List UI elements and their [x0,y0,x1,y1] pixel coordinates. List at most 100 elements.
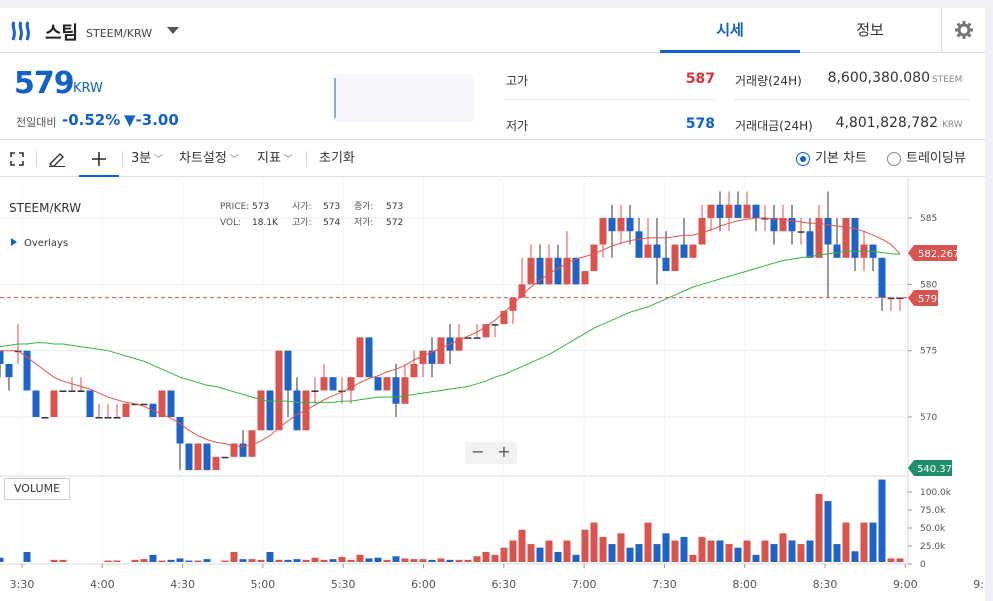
volume-bar [788,540,796,562]
tab-info[interactable]: 정보 [856,21,884,39]
volume-bar [284,559,292,562]
candle-body [635,231,643,258]
volume-bar [230,551,238,562]
x-tick-label: 6:00 [411,578,436,591]
legend-vol-label: VOL: [220,218,241,228]
tab-price[interactable]: 시세 [660,8,800,53]
basic-chart-radio[interactable] [796,152,810,166]
candle-body [203,443,211,471]
candle-body [14,350,22,353]
chart-canvas[interactable]: 585 580 575 570 100.0k 75.0k 50.0k 25.0k 0 3:30 4… [0,178,985,601]
header: 스팀 STEEM/KRW 시세 정보 [0,8,985,53]
volume-bar [302,559,310,562]
x-tick-label: 4:30 [170,578,195,591]
crosshair-button[interactable] [79,141,119,177]
chevron-down-icon[interactable] [167,27,179,34]
candle-body [284,350,292,391]
triangle-right-icon[interactable] [11,238,17,246]
volume-bar [221,560,229,562]
y-tick-label: 575 [920,347,937,357]
volume-bar [356,554,364,562]
volume-bar [320,559,328,562]
divider [734,99,970,100]
candle-body [293,390,301,431]
zoom-controls: − + [465,442,517,464]
candle-body [419,350,427,364]
vol-tick-label: 50.0k [920,524,946,534]
vol-tick-label: 75.0k [920,506,946,516]
volume-bar [419,559,427,562]
volume-bar [815,493,823,562]
coin-name[interactable]: 스팀 [45,23,79,44]
candle-body [725,204,733,218]
volume-bar [716,540,724,562]
reset-button[interactable]: 초기화 [319,151,355,166]
current-price: 579 [14,66,75,101]
volume-bar [392,556,400,562]
candle-body [221,456,229,459]
candle-body [329,377,337,391]
low-label: 저가 [506,119,529,133]
legend-overlays[interactable]: Overlays [24,238,68,249]
volume-bar [563,540,571,562]
ma-fast-tag: 582.267 [908,245,959,261]
current-price-tag: 579 [908,290,938,306]
volume-bar [455,559,463,562]
candle-body [662,257,670,272]
change-label: 전일대비 [16,116,57,129]
change-value: ▼-3.00 [124,111,179,129]
price-unit: KRW [73,81,103,96]
x-tick-label: 8:00 [732,578,757,591]
volume-bar [59,559,67,562]
candle-body [626,218,634,232]
ma-slow-tag: 540.37 [908,460,952,476]
candle-body [176,417,184,444]
settings-button[interactable] [941,8,985,53]
candle-body [77,390,85,392]
legend-pair: STEEM/KRW [9,201,81,215]
volume-bar [248,559,256,562]
price-chart[interactable]: 585 580 575 570 100.0k 75.0k 50.0k 25.0k 0 3:30 4… [0,178,985,601]
volume-button[interactable]: VOLUME [4,478,70,500]
interval-select[interactable]: 3분 ﹀ [131,151,164,166]
volume-bar [437,558,445,562]
y-tick-label: 585 [920,214,937,224]
candle-body [365,337,373,378]
divider [36,151,37,167]
chart-settings-menu[interactable]: 차트설정 ﹀ [179,151,239,166]
candle-body [50,390,58,417]
zoom-in-button[interactable]: + [497,442,511,461]
legend-low-label: 저가: [354,217,374,228]
candle-body [653,244,661,258]
legend-close-label: 종가: [354,201,374,212]
x-tick-label: 3:30 [10,578,35,591]
pencil-icon[interactable] [48,151,66,167]
candle-body [590,244,598,272]
indicators-menu[interactable]: 지표 ﹀ [257,151,293,166]
legend-vol-value: 18.1K [252,218,279,228]
volume-bar [590,522,598,562]
volume-bar [608,544,616,562]
x-tick-label: 4:00 [90,578,115,591]
volume-bar [149,554,157,562]
candle-body [698,218,706,245]
volume-bar [410,559,418,562]
volume-bar [266,551,274,562]
trading-view-radio[interactable] [887,152,901,166]
coin-pair[interactable]: STEEM/KRW [86,27,153,40]
volume-bar [779,533,787,562]
trading-view-label[interactable]: 트레이딩뷰 [906,151,966,166]
volume-bar [329,559,337,562]
divider [306,151,307,167]
basic-chart-label[interactable]: 기본 차트 [815,151,867,166]
fullscreen-icon[interactable] [10,152,24,166]
volume-bar [860,522,868,562]
candle-body [770,218,778,232]
x-tick-label: 8:30 [813,578,838,591]
candle-body [320,377,328,391]
volume-bar [311,557,319,562]
legend-price-value: 573 [252,202,269,212]
candle-body [401,377,409,404]
zoom-out-button[interactable]: − [471,442,485,461]
volume-bar [797,544,805,562]
